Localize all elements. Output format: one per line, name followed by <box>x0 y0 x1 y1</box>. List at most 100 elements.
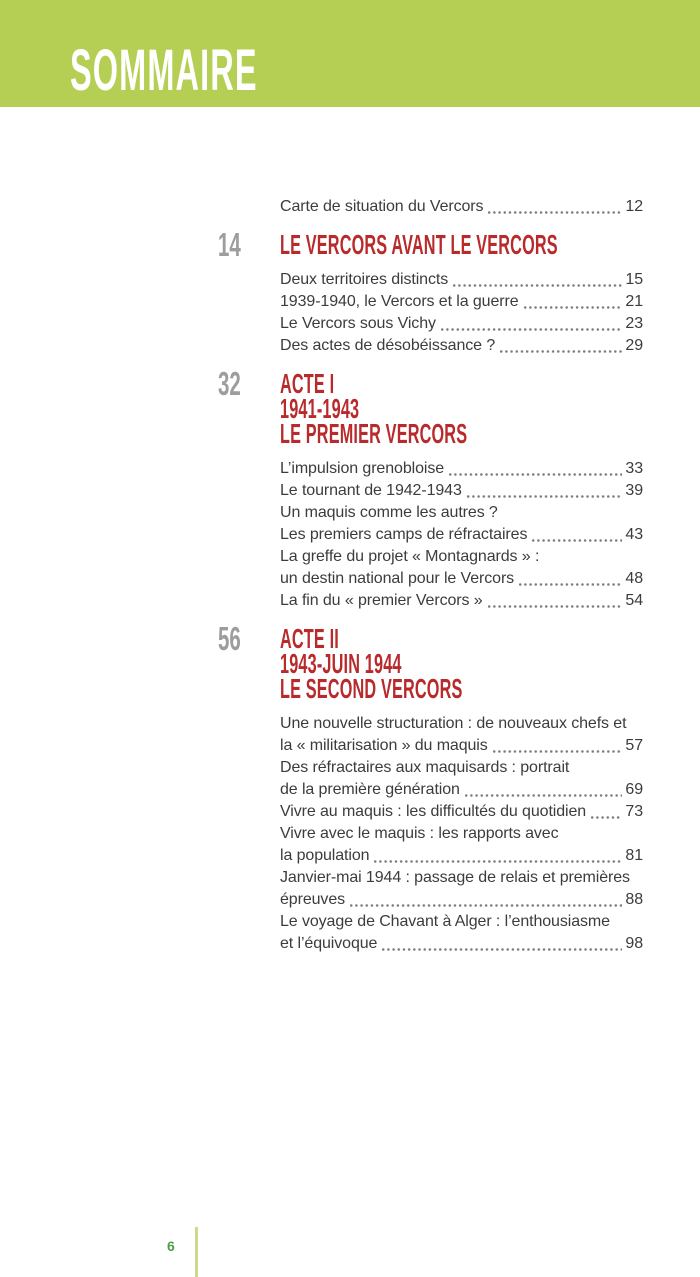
toc-entry-page-number: 12 <box>625 198 643 215</box>
toc-entry-line: Des réfractaires aux maquisards : portra… <box>280 759 570 776</box>
toc-section-header: 14 LE VERCORS AVANT LE VERCORS <box>218 228 643 261</box>
toc-entry: Une nouvelle structuration : de nouveaux… <box>280 713 643 757</box>
toc-entry-page-number: 73 <box>625 803 643 820</box>
toc-section-page-number: 14 <box>218 226 241 263</box>
toc-entry-last-line: la population 81 <box>280 845 643 867</box>
dotted-leader <box>440 328 623 331</box>
toc-entry-page-number: 48 <box>625 570 643 587</box>
toc-entry-line: Un maquis comme les autres ? <box>280 504 498 521</box>
toc-entry-line: Janvier-mai 1944 : passage de relais et … <box>280 869 630 886</box>
toc-section-title-line: LE VERCORS AVANT LE VERCORS <box>280 229 558 260</box>
toc-entry-label: La fin du « premier Vercors » <box>280 592 483 609</box>
toc-entry-line: Le voyage de Chavant à Alger : l’enthous… <box>280 913 610 930</box>
toc-entry-last-line: Les premiers camps de réfractaires 43 <box>280 524 643 546</box>
toc-entry-last-line: Vivre au maquis : les difficultés du quo… <box>280 801 643 823</box>
toc-entry: Des réfractaires aux maquisards : portra… <box>280 757 643 801</box>
dotted-leader <box>374 860 623 863</box>
toc-entry-last-line: un destin national pour le Vercors 48 <box>280 568 643 590</box>
toc-entry-label: épreuves <box>280 891 346 908</box>
toc-entry: Vivre au maquis : les difficultés du quo… <box>280 801 643 823</box>
dotted-leader <box>532 539 623 542</box>
toc-section-page-number: 32 <box>218 365 241 402</box>
dotted-leader <box>464 794 623 797</box>
toc-entry-label: et l’équivoque <box>280 935 378 952</box>
page-title: SOMMAIRE <box>70 38 258 103</box>
toc-entry-last-line: Deux territoires distincts 15 <box>280 269 643 291</box>
toc-section-entries: L’impulsion grenobloise 33 Le tournant d… <box>280 458 643 612</box>
toc-section-title-line: 1943-JUIN 1944 <box>280 648 402 679</box>
toc-entry-label: Des actes de désobéissance ? <box>280 337 496 354</box>
dotted-leader <box>466 495 623 498</box>
toc-entry-page-number: 57 <box>625 737 643 754</box>
toc-entry: 1939-1940, le Vercors et la guerre 21 <box>280 291 643 313</box>
toc-entry-label: Deux territoires distincts <box>280 271 449 288</box>
dotted-leader <box>449 473 623 476</box>
dotted-leader <box>591 816 623 819</box>
toc-entry-page-number: 33 <box>625 460 643 477</box>
toc-entry-last-line: 1939-1940, le Vercors et la guerre 21 <box>280 291 643 313</box>
toc-entry: La fin du « premier Vercors » 54 <box>280 590 643 612</box>
toc-entry-line: Une nouvelle structuration : de nouveaux… <box>280 715 627 732</box>
toc-entry-last-line: Le Vercors sous Vichy 23 <box>280 313 643 335</box>
toc-entry-label: de la première génération <box>280 781 460 798</box>
toc-entry: Deux territoires distincts 15 <box>280 269 643 291</box>
toc-entry-last-line: Le tournant de 1942-1943 39 <box>280 480 643 502</box>
toc-entry: Un maquis comme les autres ? Les premier… <box>280 502 643 546</box>
toc-entry: Vivre avec le maquis : les rapports avec… <box>280 823 643 867</box>
table-of-contents: Carte de situation du Vercors 12 14 LE V… <box>218 196 643 955</box>
toc-entry-label: 1939-1940, le Vercors et la guerre <box>280 293 519 310</box>
toc-section-entries: Deux territoires distincts 15 1939-1940,… <box>280 269 643 357</box>
toc-section: 56 ACTE II 1943-JUIN 1944 LE SECOND VERCOR… <box>218 622 643 955</box>
toc-section-header: 32 ACTE I 1941-1943 LE PREMIER VERCORS <box>218 367 643 449</box>
toc-entry-last-line: de la première génération 69 <box>280 779 643 801</box>
toc-entry: L’impulsion grenobloise 33 <box>280 458 643 480</box>
dotted-leader <box>382 948 623 951</box>
toc-entry-last-line: L’impulsion grenobloise 33 <box>280 458 643 480</box>
dotted-leader <box>488 211 623 214</box>
toc-entry-page-number: 15 <box>625 271 643 288</box>
dotted-leader <box>453 284 623 287</box>
dotted-leader <box>487 605 623 608</box>
toc-entry-last-line: et l’équivoque 98 <box>280 933 643 955</box>
toc-entry-line: Vivre avec le maquis : les rapports avec <box>280 825 559 842</box>
toc-entry: Le Vercors sous Vichy 23 <box>280 313 643 335</box>
toc-entry-last-line: La fin du « premier Vercors » 54 <box>280 590 643 612</box>
toc-entry-last-line: Carte de situation du Vercors 12 <box>280 196 643 218</box>
toc-section: 14 LE VERCORS AVANT LE VERCORS Deux terr… <box>218 228 643 357</box>
toc-entry-page-number: 69 <box>625 781 643 798</box>
header-band: SOMMAIRE <box>0 0 700 107</box>
toc-entry-label: un destin national pour le Vercors <box>280 570 515 587</box>
toc-section-header: 56 ACTE II 1943-JUIN 1944 LE SECOND VERCOR… <box>218 622 643 704</box>
toc-entry-page-number: 23 <box>625 315 643 332</box>
toc-entry-page-number: 29 <box>625 337 643 354</box>
toc-entry: Le tournant de 1942-1943 39 <box>280 480 643 502</box>
toc-section-page-number: 56 <box>218 620 241 657</box>
toc-section-title-line: LE PREMIER VERCORS <box>280 418 468 449</box>
dotted-leader <box>500 350 623 353</box>
toc-entry-page-number: 21 <box>625 293 643 310</box>
toc-entry-page-number: 39 <box>625 482 643 499</box>
footer-page-number: 6 <box>167 1238 175 1254</box>
toc-entry: Janvier-mai 1944 : passage de relais et … <box>280 867 643 911</box>
toc-entry-label: Le tournant de 1942-1943 <box>280 482 462 499</box>
toc-section: 32 ACTE I 1941-1943 LE PREMIER VERCORS L’i… <box>218 367 643 612</box>
toc-entry-last-line: la « militarisation » du maquis 57 <box>280 735 643 757</box>
toc-section-title: ACTE I 1941-1943 LE PREMIER VERCORS <box>280 370 643 449</box>
toc-section-title-line: LE SECOND VERCORS <box>280 673 463 704</box>
toc-entry-page-number: 81 <box>625 847 643 864</box>
toc-section-title-line: ACTE II <box>280 623 339 654</box>
toc-section-title-line: 1941-1943 <box>280 393 360 424</box>
toc-section-entries: Une nouvelle structuration : de nouveaux… <box>280 713 643 955</box>
toc-entry-label: Les premiers camps de réfractaires <box>280 526 528 543</box>
toc-entry-label: Vivre au maquis : les difficultés du quo… <box>280 803 587 820</box>
toc-entry-label: L’impulsion grenobloise <box>280 460 445 477</box>
toc-entry-last-line: épreuves 88 <box>280 889 643 911</box>
toc-entry-label: la « militarisation » du maquis <box>280 737 488 754</box>
toc-entry: Des actes de désobéissance ? 29 <box>280 335 643 357</box>
toc-entry: Carte de situation du Vercors 12 <box>280 196 643 218</box>
toc-section-title: LE VERCORS AVANT LE VERCORS <box>280 229 643 260</box>
toc-entry-page-number: 54 <box>625 592 643 609</box>
toc-entry: La greffe du projet « Montagnards » : un… <box>280 546 643 590</box>
toc-entry-label: la population <box>280 847 370 864</box>
footer-rule <box>195 1227 198 1277</box>
